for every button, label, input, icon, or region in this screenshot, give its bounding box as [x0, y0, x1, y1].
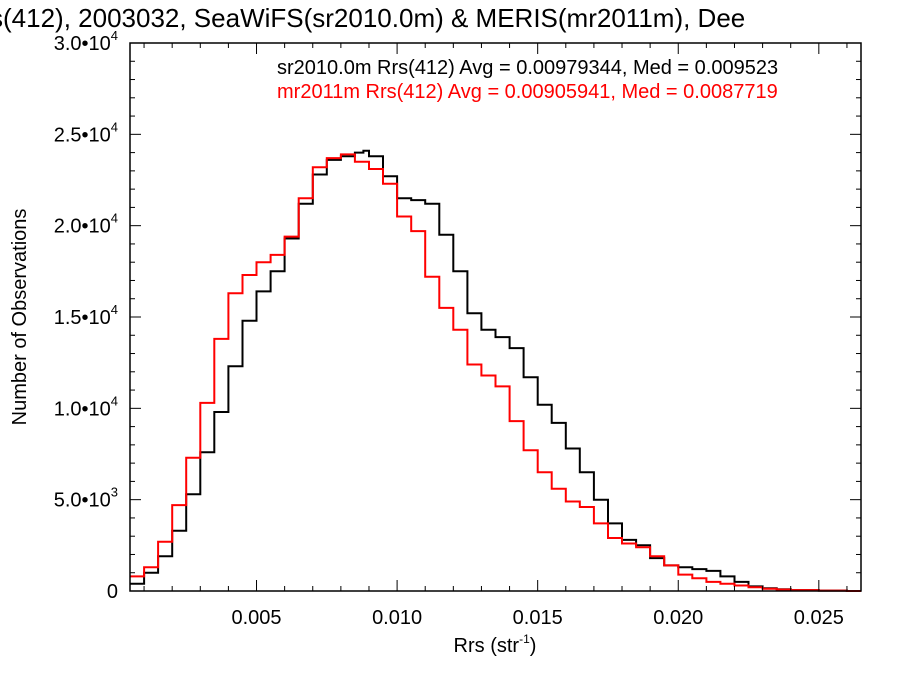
series-line-1 [130, 153, 861, 592]
x-tick-label: 0.005 [231, 607, 281, 629]
y-tick-label: 2.0•104 [54, 211, 118, 238]
y-axis-label: Number of Observations [9, 209, 31, 426]
y-tick-label: 2.5•104 [54, 119, 118, 146]
y-tick-label: 3.0•104 [54, 28, 118, 55]
x-tick-label: 0.015 [513, 607, 563, 629]
legend-entry-black: sr2010.0m Rrs(412) Avg = 0.00979344, Med… [277, 57, 778, 79]
x-tick-label: 0.020 [653, 607, 703, 629]
series-line-0 [130, 149, 861, 592]
x-tick-label: 0.010 [372, 607, 422, 629]
x-tick-label: 0.025 [794, 607, 844, 629]
y-tick-label: 5.0•103 [54, 485, 118, 512]
y-tick-labels: 0 5.0•103 1.0•104 1.5•104 2.0•104 2.5•104 3.0•… [54, 28, 118, 603]
x-axis-label-close: ) [530, 635, 537, 657]
ticks-layer [130, 42, 861, 592]
series-layer [130, 149, 861, 592]
x-tick-labels: 0.005 0.010 0.015 0.020 0.025 [231, 607, 843, 629]
x-axis-label: Rrs (str-1) [454, 632, 537, 657]
legend-entry-red: mr2011m Rrs(412) Avg = 0.00905941, Med =… [277, 81, 778, 103]
chart-title: s(412), 2003032, SeaWiFS(sr2010.0m) & ME… [0, 3, 745, 33]
y-tick-label: 1.5•104 [54, 302, 118, 329]
y-tick-label: 1.0•104 [54, 393, 118, 420]
x-axis-label-exponent: -1 [519, 632, 530, 646]
y-tick-label: 0 [107, 581, 118, 603]
x-axis-label-text: Rrs (str [454, 635, 520, 657]
